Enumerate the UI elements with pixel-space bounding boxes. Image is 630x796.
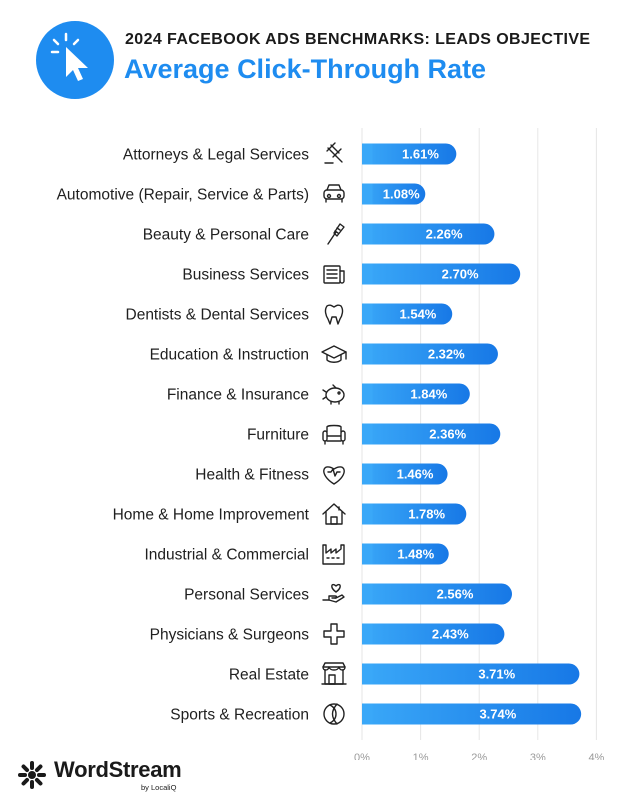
- bar-value-label: 1.48%: [397, 547, 434, 562]
- category-label: Business Services: [182, 267, 309, 284]
- bar-left-edge: [362, 503, 373, 525]
- bar: [362, 423, 501, 445]
- wordstream-logo-mark: [18, 761, 46, 789]
- cursor-click-icon: [36, 21, 114, 99]
- medical-cross-icon: [323, 623, 345, 645]
- bar: [362, 663, 580, 685]
- bar-left-edge: [362, 383, 373, 405]
- bar-value-label: 3.71%: [478, 667, 515, 682]
- bar: [362, 303, 453, 325]
- bar: [362, 623, 505, 645]
- bar-left-edge: [362, 703, 373, 725]
- category-label: Furniture: [247, 427, 309, 444]
- armchair-icon: [322, 424, 346, 445]
- wordstream-logo: WordStream by LocaliQ: [16, 757, 206, 793]
- category-label: Beauty & Personal Care: [143, 227, 309, 244]
- bar: [362, 383, 470, 405]
- bar: [362, 463, 448, 485]
- category-label: Physicians & Surgeons: [150, 627, 310, 644]
- category-label: Home & Home Improvement: [113, 507, 310, 524]
- bar-left-edge: [362, 223, 373, 245]
- chart-supertitle: 2024 FACEBOOK ADS BENCHMARKS: LEADS OBJE…: [125, 31, 591, 48]
- brand-subname: by LocaliQ: [141, 783, 177, 792]
- category-label: Finance & Insurance: [167, 387, 309, 404]
- x-tick-label: 3%: [530, 752, 546, 760]
- bar-left-edge: [362, 263, 373, 285]
- tooth-icon: [324, 304, 344, 325]
- bar-value-label: 2.32%: [428, 347, 465, 362]
- bar: [362, 503, 467, 525]
- bar-value-label: 2.43%: [432, 627, 469, 642]
- bar: [362, 543, 449, 565]
- bar-left-edge: [362, 463, 373, 485]
- category-label: Real Estate: [229, 667, 309, 684]
- x-tick-label: 4%: [588, 752, 604, 760]
- bar-left-edge: [362, 623, 373, 645]
- factory-icon: [322, 544, 345, 565]
- bar-left-edge: [362, 583, 373, 605]
- bar-value-label: 1.54%: [400, 307, 437, 322]
- bar: [362, 703, 582, 725]
- bar-left-edge: [362, 143, 373, 165]
- bar-value-label: 3.74%: [479, 707, 516, 722]
- bar-value-label: 1.08%: [383, 187, 420, 202]
- x-tick-label: 1%: [413, 752, 429, 760]
- category-label: Dentists & Dental Services: [126, 307, 310, 324]
- category-label: Education & Instruction: [150, 347, 309, 364]
- graduation-cap-icon: [321, 345, 347, 363]
- bar: [362, 583, 513, 605]
- ball-icon: [323, 703, 345, 725]
- bar-left-edge: [362, 663, 373, 685]
- car-icon: [323, 184, 345, 203]
- category-label: Sports & Recreation: [170, 707, 309, 724]
- hand-heart-icon: [322, 583, 345, 603]
- category-label: Personal Services: [184, 587, 309, 604]
- bar-value-label: 1.46%: [397, 467, 434, 482]
- bar: [362, 223, 495, 245]
- category-label: Health & Fitness: [195, 467, 309, 484]
- gavel-icon: [324, 142, 343, 164]
- bar-left-edge: [362, 343, 373, 365]
- bar-chart: 1.61% Attorneys & Legal Services 1.08% Auto…: [57, 128, 605, 760]
- piggy-bank-icon: [322, 384, 345, 405]
- bar-value-label: 2.36%: [429, 427, 466, 442]
- chart-title: Average Click-Through Rate: [124, 54, 487, 84]
- newspaper-icon: [323, 265, 345, 284]
- bar-left-edge: [362, 183, 373, 205]
- bar: [362, 183, 426, 205]
- category-label: Industrial & Commercial: [144, 547, 309, 564]
- bar-value-label: 1.61%: [402, 147, 439, 162]
- bar-value-label: 1.78%: [408, 507, 445, 522]
- bar-value-label: 2.26%: [426, 227, 463, 242]
- bar-left-edge: [362, 423, 373, 445]
- bar: [362, 143, 457, 165]
- brand-name: WordStream: [54, 757, 182, 782]
- x-tick-label: 2%: [471, 752, 487, 760]
- storefront-icon: [321, 662, 347, 685]
- comb-icon: [327, 223, 345, 245]
- x-tick-label: 0%: [354, 752, 370, 760]
- bar: [362, 263, 521, 285]
- bar-left-edge: [362, 303, 373, 325]
- bar: [362, 343, 498, 365]
- bar-left-edge: [362, 543, 373, 565]
- category-label: Automotive (Repair, Service & Parts): [57, 187, 309, 204]
- bar-value-label: 2.56%: [437, 587, 474, 602]
- bar-value-label: 1.84%: [410, 387, 447, 402]
- house-icon: [322, 503, 346, 525]
- bar-value-label: 2.70%: [442, 267, 479, 282]
- heart-icon: [323, 466, 345, 485]
- category-label: Attorneys & Legal Services: [123, 147, 309, 164]
